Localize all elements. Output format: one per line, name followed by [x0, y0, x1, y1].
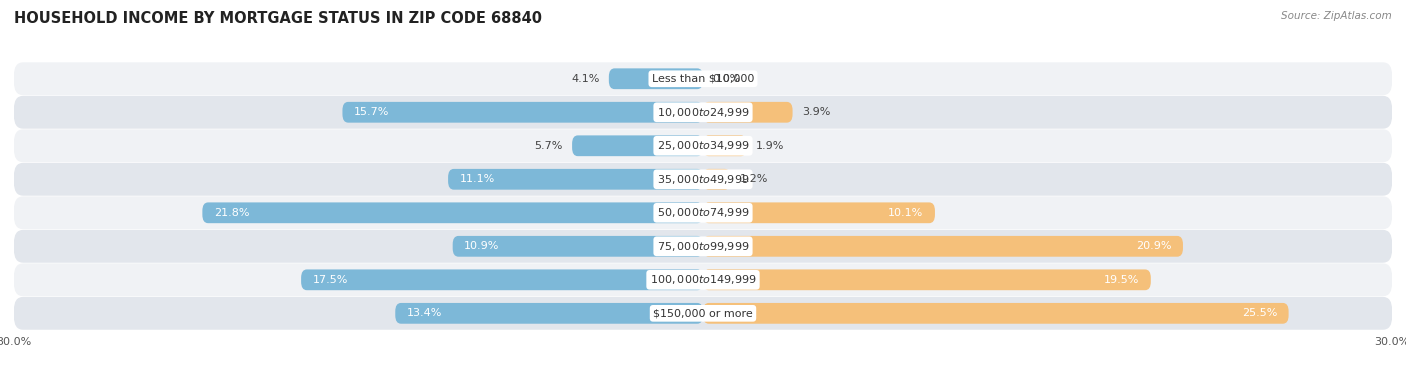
- FancyBboxPatch shape: [703, 135, 747, 156]
- Text: 17.5%: 17.5%: [312, 275, 347, 285]
- FancyBboxPatch shape: [14, 230, 1392, 263]
- FancyBboxPatch shape: [395, 303, 703, 324]
- FancyBboxPatch shape: [703, 270, 1152, 290]
- Text: $25,000 to $34,999: $25,000 to $34,999: [657, 139, 749, 152]
- FancyBboxPatch shape: [703, 202, 935, 223]
- FancyBboxPatch shape: [449, 169, 703, 190]
- FancyBboxPatch shape: [609, 68, 703, 89]
- FancyBboxPatch shape: [14, 264, 1392, 296]
- FancyBboxPatch shape: [703, 169, 731, 190]
- Text: 0.0%: 0.0%: [713, 74, 741, 84]
- Text: 15.7%: 15.7%: [354, 107, 389, 117]
- Text: 20.9%: 20.9%: [1136, 241, 1171, 251]
- FancyBboxPatch shape: [572, 135, 703, 156]
- FancyBboxPatch shape: [453, 236, 703, 257]
- Text: 21.8%: 21.8%: [214, 208, 249, 218]
- FancyBboxPatch shape: [14, 96, 1392, 129]
- Text: 19.5%: 19.5%: [1104, 275, 1139, 285]
- Text: 11.1%: 11.1%: [460, 174, 495, 184]
- FancyBboxPatch shape: [703, 102, 793, 123]
- FancyBboxPatch shape: [703, 303, 1289, 324]
- Text: HOUSEHOLD INCOME BY MORTGAGE STATUS IN ZIP CODE 68840: HOUSEHOLD INCOME BY MORTGAGE STATUS IN Z…: [14, 11, 543, 26]
- Text: 4.1%: 4.1%: [571, 74, 599, 84]
- Text: $100,000 to $149,999: $100,000 to $149,999: [650, 273, 756, 286]
- Text: 25.5%: 25.5%: [1241, 308, 1277, 318]
- FancyBboxPatch shape: [343, 102, 703, 123]
- FancyBboxPatch shape: [301, 270, 703, 290]
- FancyBboxPatch shape: [703, 236, 1182, 257]
- Text: 10.1%: 10.1%: [889, 208, 924, 218]
- Text: 5.7%: 5.7%: [534, 141, 562, 151]
- Text: $35,000 to $49,999: $35,000 to $49,999: [657, 173, 749, 186]
- FancyBboxPatch shape: [14, 163, 1392, 196]
- FancyBboxPatch shape: [14, 196, 1392, 229]
- Text: Source: ZipAtlas.com: Source: ZipAtlas.com: [1281, 11, 1392, 21]
- FancyBboxPatch shape: [14, 297, 1392, 330]
- Text: Less than $10,000: Less than $10,000: [652, 74, 754, 84]
- FancyBboxPatch shape: [14, 129, 1392, 162]
- Text: 10.9%: 10.9%: [464, 241, 499, 251]
- Text: $75,000 to $99,999: $75,000 to $99,999: [657, 240, 749, 253]
- Text: 13.4%: 13.4%: [406, 308, 441, 318]
- Text: $10,000 to $24,999: $10,000 to $24,999: [657, 106, 749, 119]
- Text: 1.9%: 1.9%: [756, 141, 785, 151]
- FancyBboxPatch shape: [202, 202, 703, 223]
- Text: $150,000 or more: $150,000 or more: [654, 308, 752, 318]
- Text: 1.2%: 1.2%: [740, 174, 768, 184]
- Text: $50,000 to $74,999: $50,000 to $74,999: [657, 206, 749, 219]
- FancyBboxPatch shape: [14, 62, 1392, 95]
- Text: 3.9%: 3.9%: [801, 107, 830, 117]
